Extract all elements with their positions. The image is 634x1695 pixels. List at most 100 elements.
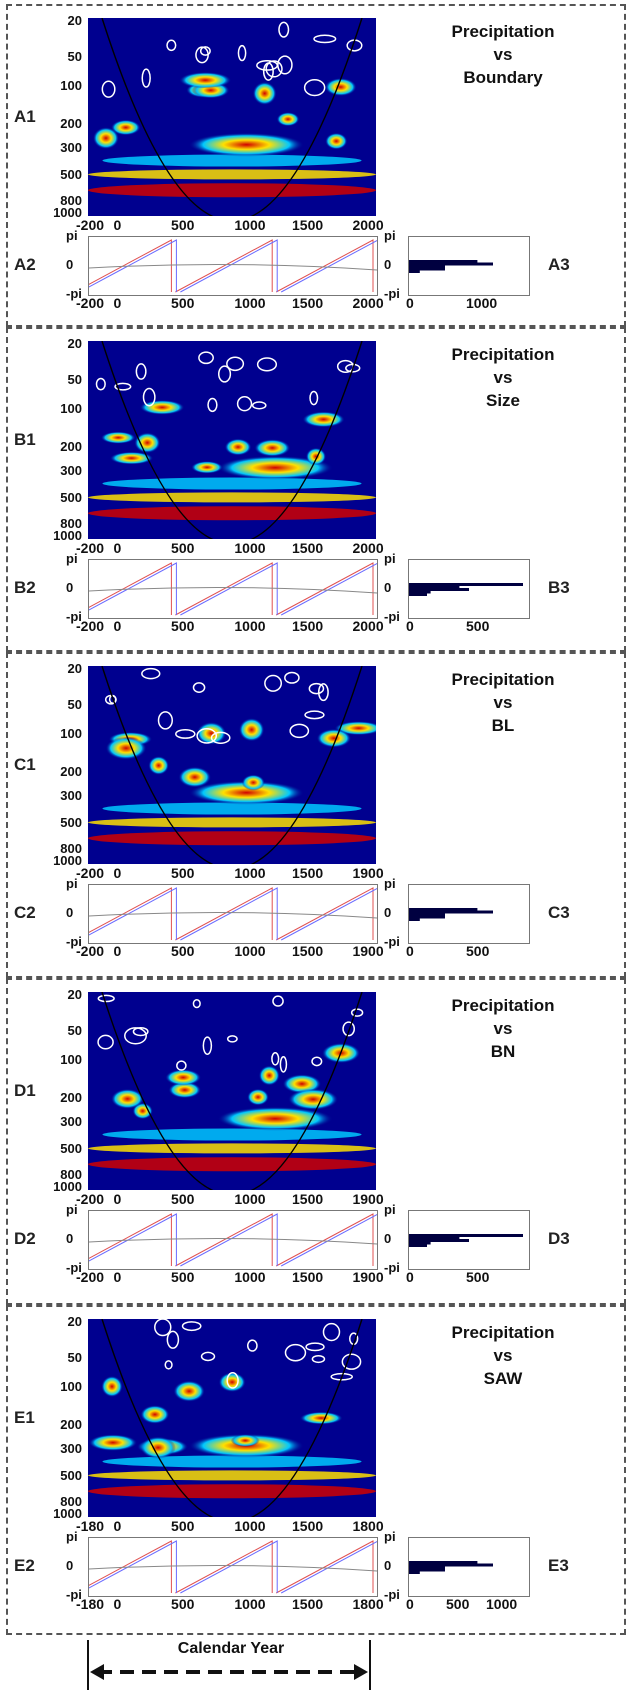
panel-a: 20 50 100 200 300 500 800 1000 A1 Precipitation vs… xyxy=(6,4,626,327)
phase-series-0 xyxy=(74,1213,374,1267)
year-tick-label: 0 xyxy=(113,217,122,233)
period-tick-label: 500 xyxy=(60,815,82,831)
period-tick-label: 100 xyxy=(60,1379,82,1395)
period-tick-label: 800 xyxy=(60,193,82,209)
hist-panel-label: A3 xyxy=(548,255,570,274)
power-blob xyxy=(101,1375,123,1398)
period-tick-label: 300 xyxy=(60,139,82,155)
histogram-bar xyxy=(409,1561,478,1564)
period-tick-label: 50 xyxy=(67,48,82,64)
phase-y-tick-label: pi xyxy=(66,228,78,243)
power-band-1 xyxy=(88,492,376,503)
phase-x-tick-label: 1500 xyxy=(292,1269,324,1285)
histogram-bar xyxy=(409,1563,493,1567)
hist-y-tick-label: pi xyxy=(384,1202,396,1217)
power-band-0 xyxy=(88,1157,376,1172)
wavelet-heatmap xyxy=(88,18,376,216)
power-band-2 xyxy=(102,477,362,490)
phase-plot xyxy=(74,236,379,296)
phase-y-tick-label: -pi xyxy=(66,1587,82,1602)
phase-histogram xyxy=(408,1210,530,1270)
wavelet-heatmap xyxy=(88,341,376,539)
histogram-bar xyxy=(409,265,445,268)
panel-title-line: SAW xyxy=(483,1369,523,1388)
phase-x-tick-label: 1500 xyxy=(292,618,324,634)
phase-series-0 xyxy=(74,562,374,616)
panel-b: 20 50 100 200 300 500 800 1000 B1 Precipitation vs… xyxy=(6,327,626,652)
phase-plot xyxy=(74,1210,379,1270)
significance-contour xyxy=(175,728,196,739)
year-tick-label: 2000 xyxy=(352,217,384,233)
period-tick-label: 800 xyxy=(60,1167,82,1183)
year-tick-label: 1500 xyxy=(292,1518,324,1534)
hist-y-tick-label: -pi xyxy=(384,286,400,301)
phase-x-tick-label: 2000 xyxy=(352,295,384,311)
phase-x-tick-label: 1000 xyxy=(234,295,266,311)
period-tick-label: 800 xyxy=(60,1494,82,1510)
phase-x-tick-label: 500 xyxy=(171,1269,195,1285)
year-tick-label: 1500 xyxy=(292,540,324,556)
phase-histogram xyxy=(408,1537,530,1597)
power-band-0 xyxy=(88,183,376,198)
power-blob xyxy=(105,736,147,760)
significance-contour xyxy=(289,723,310,739)
year-tick-label: -200 xyxy=(76,865,105,881)
phase-y-tick-label: 0 xyxy=(66,1231,74,1246)
hist-x-tick-label: 0 xyxy=(406,943,414,959)
power-blob xyxy=(132,1102,153,1120)
year-tick-label: 1500 xyxy=(292,1191,324,1207)
significance-contour xyxy=(284,1343,307,1362)
hist-panel-label: B3 xyxy=(548,578,570,597)
significance-contour xyxy=(198,351,214,365)
cone-of-influence xyxy=(101,992,363,1190)
year-tick-label: 0 xyxy=(113,865,122,881)
period-tick-label: 100 xyxy=(60,1052,82,1068)
hist-y-tick-label: 0 xyxy=(384,1231,392,1246)
panel-title-line: vs xyxy=(493,1019,513,1038)
calendar-year-label: Calendar Year xyxy=(177,1640,285,1657)
histogram-bar xyxy=(409,267,445,271)
year-tick-label: 500 xyxy=(171,1191,195,1207)
histogram-bar xyxy=(409,590,431,594)
histogram-bar xyxy=(409,588,469,591)
power-blob xyxy=(218,1372,246,1393)
phase-y-tick-label: pi xyxy=(66,551,78,566)
panel-title-line: Precipitation xyxy=(451,1323,555,1342)
phase-y-tick-label: 0 xyxy=(66,580,74,595)
phase-series-0 xyxy=(74,1540,374,1594)
year-tick-label: 2000 xyxy=(352,540,384,556)
year-tick-label: -180 xyxy=(76,1518,105,1534)
panel-title-line: vs xyxy=(493,368,513,387)
period-tick-label: 20 xyxy=(67,335,82,351)
histogram-bar xyxy=(409,908,478,911)
phase-histogram xyxy=(408,559,530,619)
histogram-bar xyxy=(409,262,493,266)
phase-y-tick-label: -pi xyxy=(66,286,82,301)
power-blob xyxy=(258,1065,280,1086)
wavelet-heatmap xyxy=(88,1319,376,1517)
power-blob xyxy=(316,728,352,748)
hist-x-tick-label: 0 xyxy=(406,618,414,634)
year-tick-label: 1500 xyxy=(292,217,324,233)
power-band-0 xyxy=(88,506,376,521)
phase-y-tick-label: 0 xyxy=(66,1558,74,1573)
wavelet-panel-label: B1 xyxy=(14,430,36,450)
power-blob xyxy=(302,411,345,428)
significance-contour xyxy=(217,365,232,383)
heatmap-background xyxy=(88,666,376,864)
phase-x-tick-label: -200 xyxy=(76,943,105,959)
period-tick-label: 200 xyxy=(60,1089,82,1105)
period-tick-label: 500 xyxy=(60,1468,82,1484)
histogram-bar xyxy=(409,585,460,589)
significance-contour xyxy=(322,1322,341,1342)
phase-y-tick-label: pi xyxy=(66,1202,78,1217)
cone-of-influence xyxy=(101,1319,363,1517)
significance-contour xyxy=(176,1060,187,1071)
period-tick-label: 20 xyxy=(67,1313,82,1329)
power-blob xyxy=(224,438,252,456)
significance-contour xyxy=(141,68,151,88)
panel-title-line: Precipitation xyxy=(451,670,555,689)
year-tick-label: -200 xyxy=(76,217,105,233)
panel-title-line: BN xyxy=(490,1042,516,1061)
period-tick-label: 20 xyxy=(67,660,82,676)
